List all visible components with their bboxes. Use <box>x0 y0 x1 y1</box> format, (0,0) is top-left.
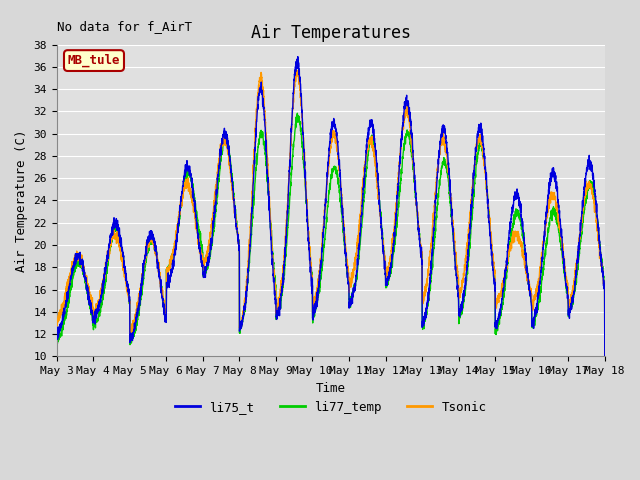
li77_temp <box>206 252 214 258</box>
li75_t <box>385 274 392 280</box>
li77_temp <box>385 282 392 288</box>
li75_t <box>601 353 609 359</box>
li75_t <box>170 252 178 258</box>
Text: MB_tule: MB_tule <box>68 54 120 67</box>
Tsonic <box>601 353 609 359</box>
li77_temp <box>53 338 61 344</box>
Tsonic <box>53 313 61 319</box>
Tsonic <box>600 281 608 287</box>
li77_temp <box>549 211 557 217</box>
li77_temp <box>601 353 609 359</box>
li75_t <box>206 252 214 257</box>
Tsonic <box>206 241 214 247</box>
Y-axis label: Air Temperature (C): Air Temperature (C) <box>15 129 28 272</box>
Title: Air Temperatures: Air Temperatures <box>251 24 411 42</box>
Tsonic <box>385 265 392 271</box>
Tsonic <box>294 67 302 73</box>
li75_t <box>600 284 608 290</box>
li75_t <box>294 54 301 60</box>
Line: Tsonic: Tsonic <box>57 70 605 356</box>
Line: li75_t: li75_t <box>57 57 605 356</box>
Text: No data for f_AirT: No data for f_AirT <box>57 20 192 33</box>
li75_t <box>53 326 61 332</box>
li75_t <box>394 188 402 194</box>
Tsonic <box>549 191 557 196</box>
li77_temp <box>394 212 402 218</box>
Line: li77_temp: li77_temp <box>57 113 605 356</box>
li77_temp <box>170 250 178 255</box>
Tsonic <box>394 184 402 190</box>
li77_temp <box>600 280 608 286</box>
Tsonic <box>170 241 178 247</box>
X-axis label: Time: Time <box>316 382 346 395</box>
li75_t <box>549 168 557 173</box>
Legend: li75_t, li77_temp, Tsonic: li75_t, li77_temp, Tsonic <box>170 396 492 419</box>
li77_temp <box>294 110 301 116</box>
